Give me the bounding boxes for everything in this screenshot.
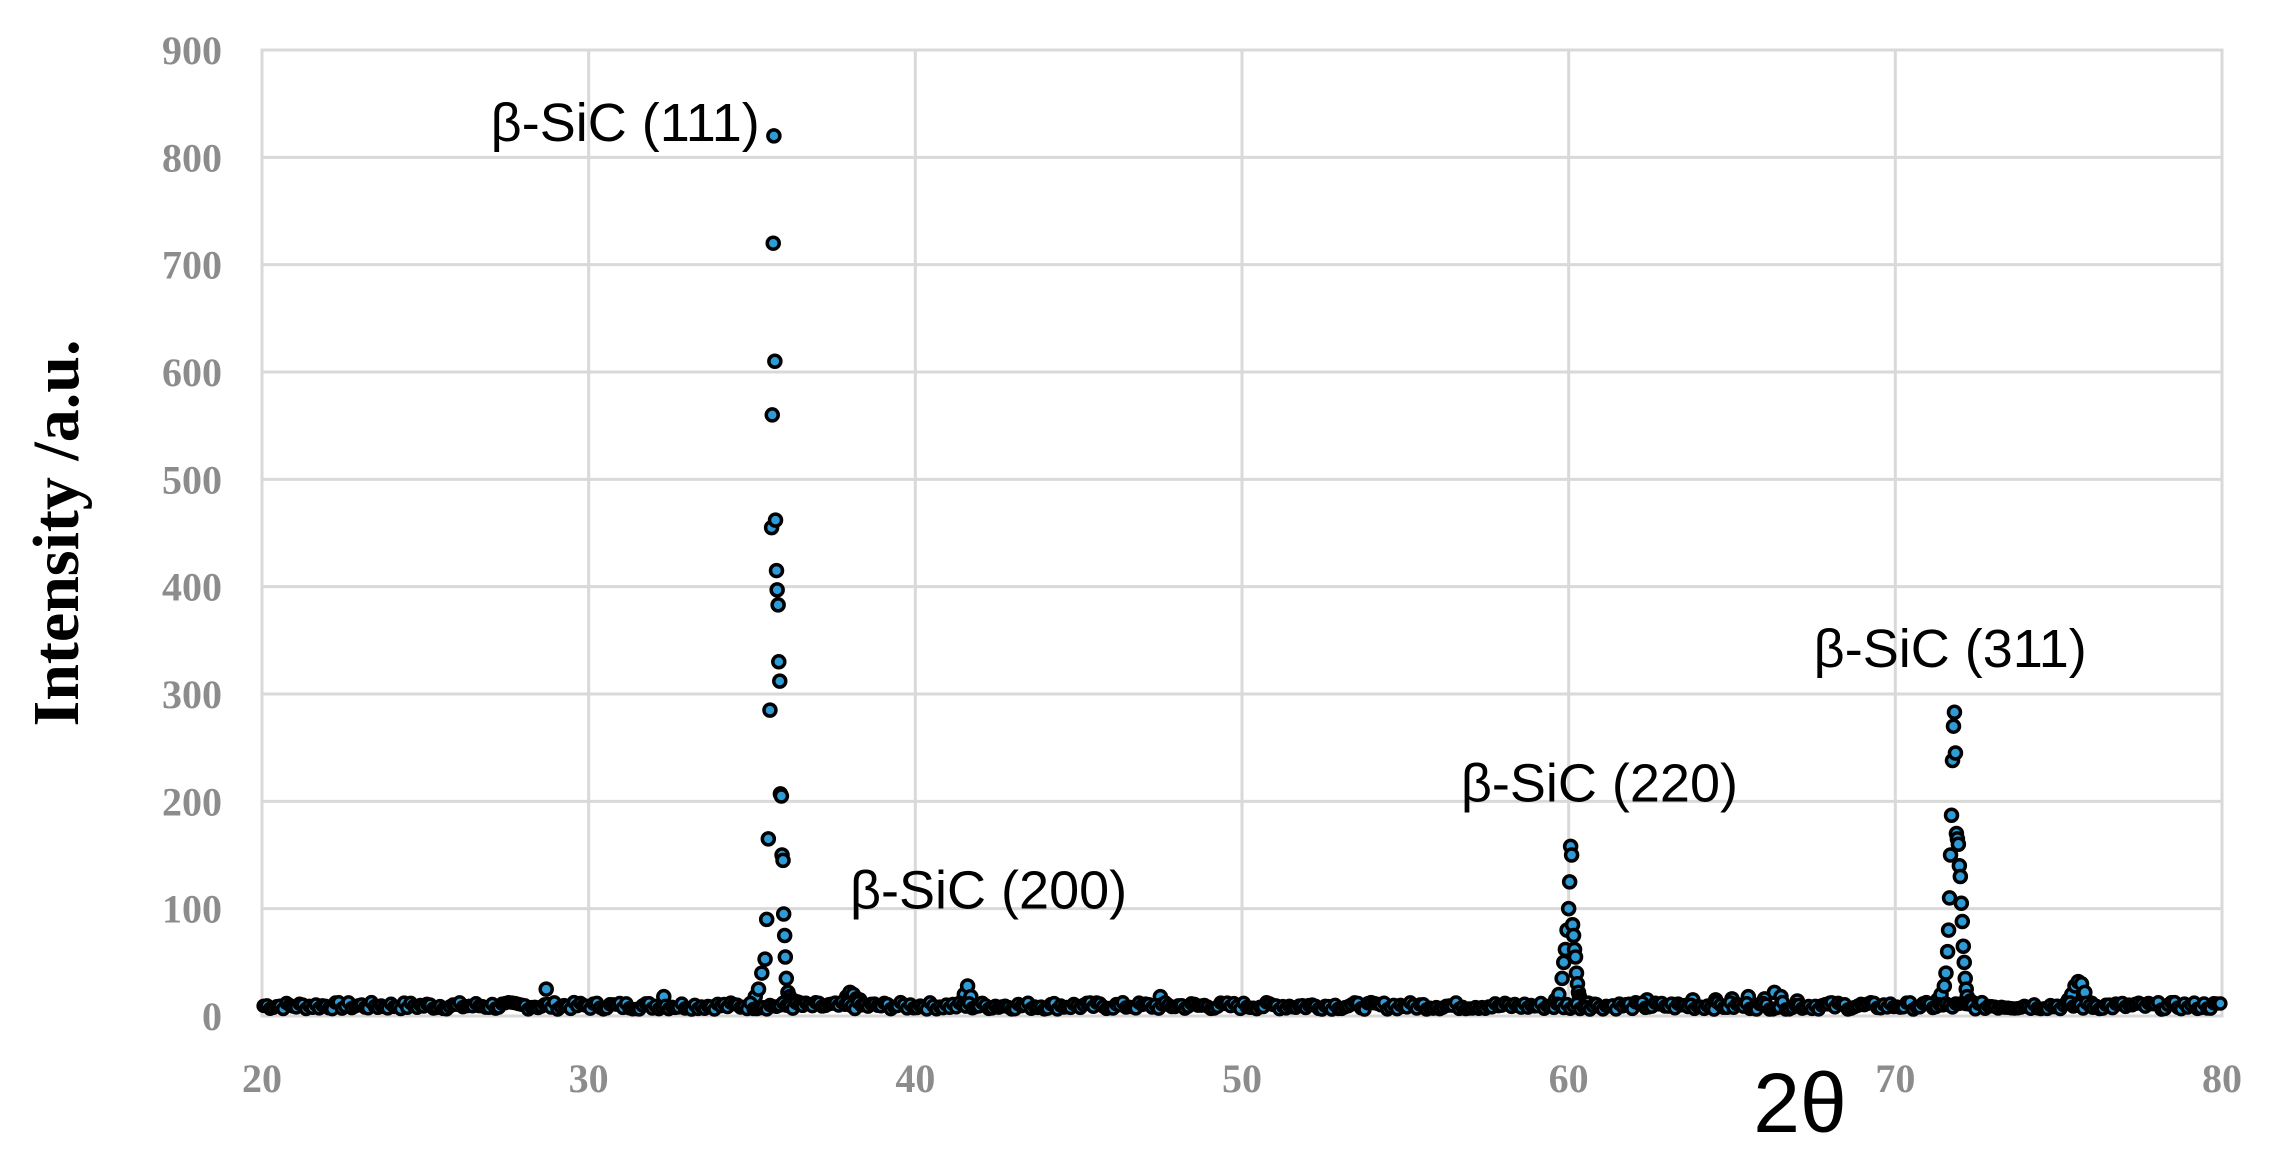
data-point <box>1563 847 1580 863</box>
x-tick-labels: 20 30 40 50 60 70 80 <box>242 1056 2242 1101</box>
data-point <box>1561 874 1578 890</box>
y-axis-label: Intensity /a.u. <box>20 340 93 727</box>
data-point <box>762 702 778 718</box>
data-point <box>1953 895 1970 912</box>
data-point <box>1945 718 1962 734</box>
data-point <box>1567 949 1584 965</box>
grid <box>260 48 2224 1018</box>
data-point <box>758 911 775 928</box>
data-point <box>1938 965 1954 981</box>
data-point <box>1943 807 1960 824</box>
x-tick-label: 50 <box>1222 1056 1262 1101</box>
x-tick-label: 70 <box>1875 1056 1915 1101</box>
data-point <box>754 965 770 981</box>
data-point <box>1947 745 1964 761</box>
data-point <box>1956 954 1973 971</box>
data-point <box>765 235 781 251</box>
data-point <box>1942 847 1959 863</box>
data-point <box>770 597 786 613</box>
data-point <box>767 512 784 528</box>
data-point <box>1554 970 1570 987</box>
x-tick-label: 40 <box>895 1056 935 1101</box>
y-tick-label: 700 <box>162 243 222 288</box>
data-point <box>1560 900 1577 917</box>
y-tick-label: 500 <box>162 457 222 502</box>
data-points <box>538 128 2100 1012</box>
y-tick-label: 400 <box>162 565 222 610</box>
data-point <box>777 949 794 965</box>
x-tick-label: 80 <box>2202 1056 2242 1101</box>
data-point <box>538 981 554 997</box>
data-point <box>1936 978 1953 994</box>
y-tick-label: 600 <box>162 350 222 395</box>
data-point <box>775 906 792 922</box>
y-tick-label: 300 <box>162 672 222 717</box>
data-point <box>1952 868 1969 885</box>
x-axis-label: 2θ <box>1753 1056 1846 1150</box>
y-tick-label: 900 <box>162 28 222 73</box>
data-point <box>776 927 793 944</box>
data-point <box>1565 927 1582 944</box>
y-tick-labels: 0 100 200 300 400 500 600 700 800 900 <box>162 28 222 1039</box>
data-point <box>1955 938 1972 954</box>
peak-annotation: β-SiC (111) <box>491 93 760 153</box>
data-point <box>757 951 773 967</box>
peak-annotations: β-SiC (111) β-SiC (200) β-SiC (220) β-SiC (… <box>491 93 2087 920</box>
data-point <box>778 970 795 987</box>
data-point <box>771 654 787 670</box>
peak-annotation: β-SiC (311) <box>1814 619 2087 679</box>
y-tick-label: 800 <box>162 135 222 180</box>
data-point <box>764 407 781 423</box>
data-point <box>768 562 785 579</box>
baseline-noise <box>256 994 2228 1017</box>
data-point <box>766 128 782 144</box>
data-point <box>1941 890 1958 906</box>
peak-annotation: β-SiC (220) <box>1461 753 1738 813</box>
data-point <box>1939 943 1956 960</box>
data-point <box>773 788 790 804</box>
data-point <box>775 852 791 869</box>
data-point <box>750 981 767 997</box>
peak-annotation: β-SiC (200) <box>850 861 1127 921</box>
x-tick-label: 30 <box>569 1056 609 1101</box>
y-tick-label: 200 <box>162 779 222 824</box>
data-point <box>760 831 777 847</box>
data-point <box>1940 922 1957 938</box>
baseline-point <box>2213 996 2228 1011</box>
x-tick-label: 20 <box>242 1056 282 1101</box>
data-point <box>1950 836 1967 853</box>
x-tick-label: 60 <box>1549 1056 1589 1101</box>
data-point <box>769 582 785 598</box>
data-point <box>1954 913 1971 930</box>
y-tick-label: 100 <box>162 887 222 932</box>
data-point <box>767 353 783 370</box>
plot-area-border <box>260 48 2224 1018</box>
data-point <box>1946 704 1963 720</box>
y-tick-label: 0 <box>202 994 222 1039</box>
data-point <box>772 673 788 689</box>
